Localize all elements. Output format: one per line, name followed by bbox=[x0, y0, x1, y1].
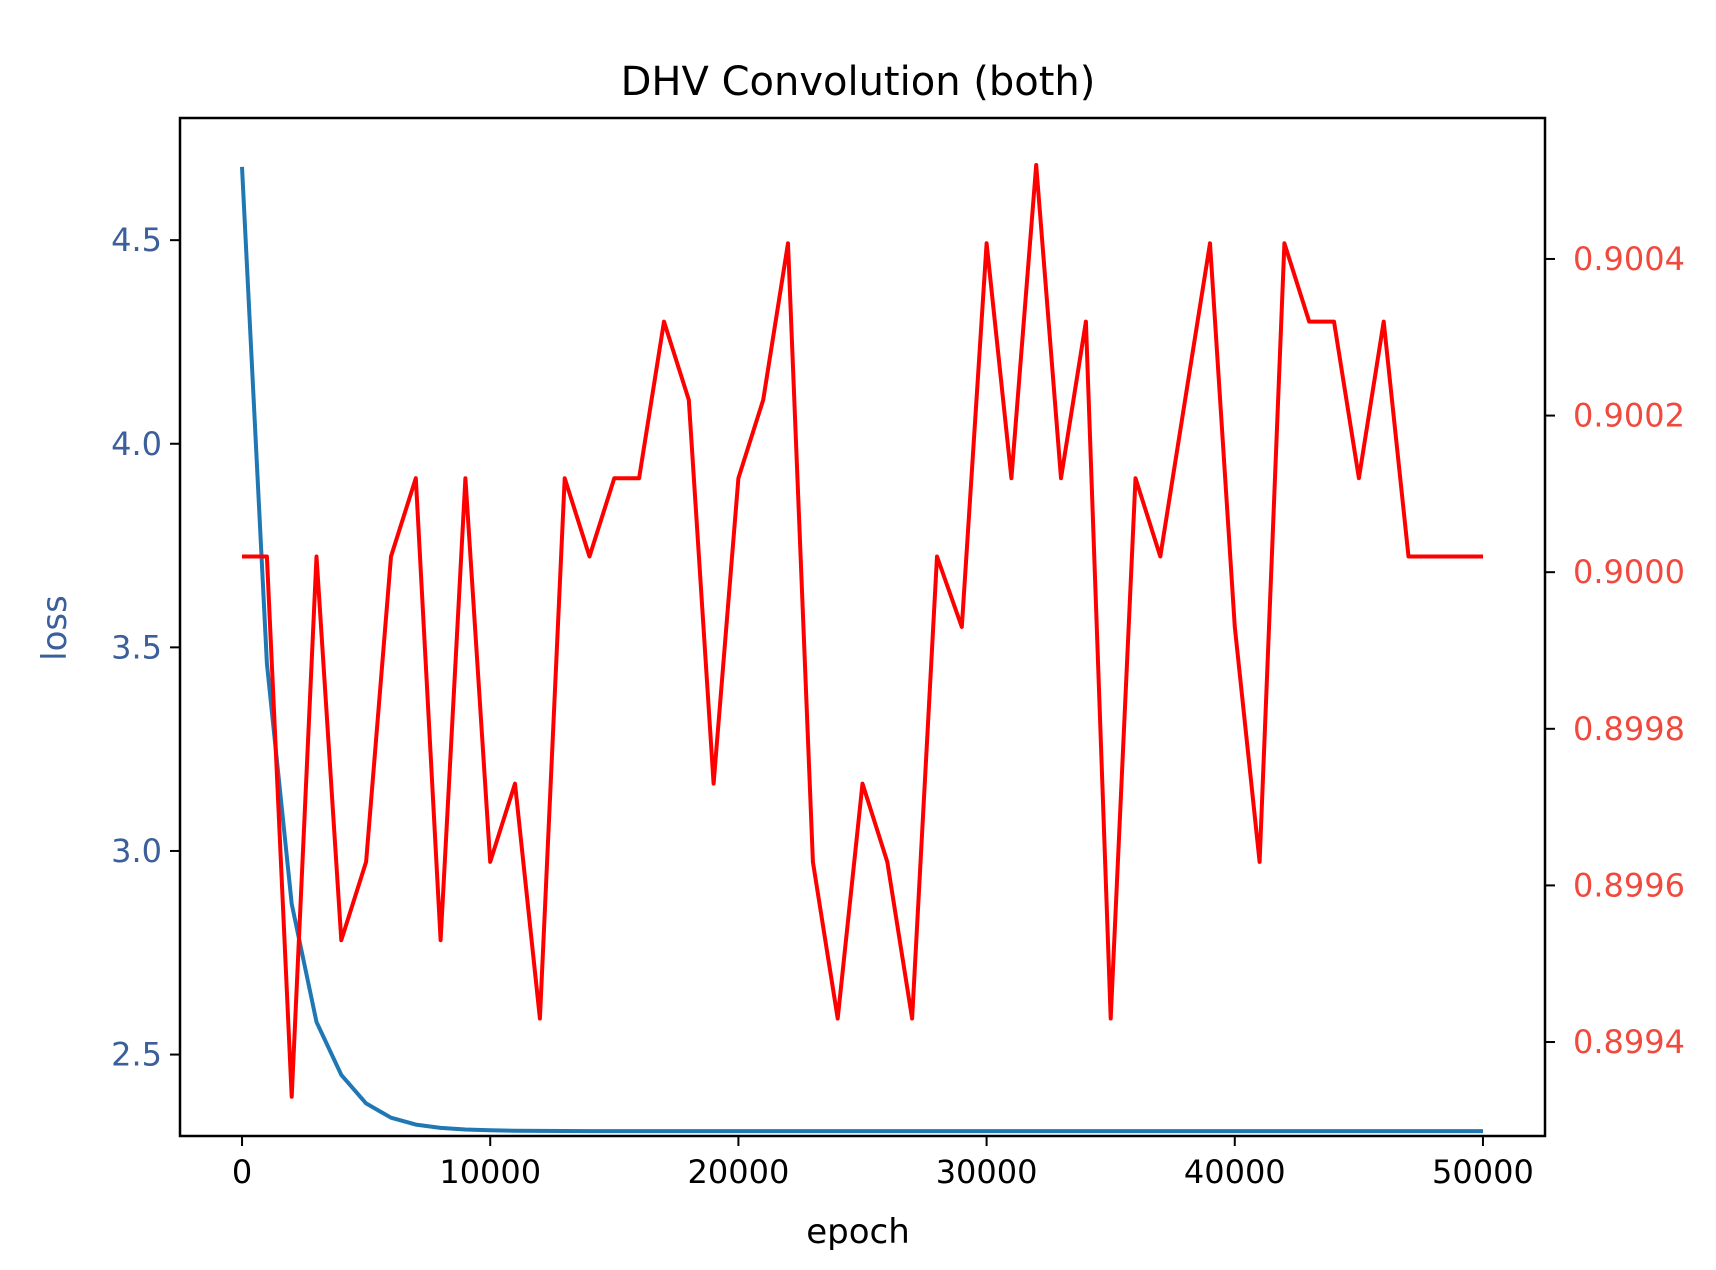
y-left-tick-label: 3.5 bbox=[111, 628, 162, 666]
x-tick-label: 30000 bbox=[936, 1153, 1038, 1191]
x-tick-label: 50000 bbox=[1432, 1153, 1534, 1191]
x-tick-label: 20000 bbox=[688, 1153, 790, 1191]
y-left-tick-label: 2.5 bbox=[111, 1036, 162, 1074]
loss-series-line bbox=[240, 166, 1483, 1134]
y-right-tick-label: 0.8996 bbox=[1573, 866, 1685, 904]
y-right-tick-label: 0.9000 bbox=[1573, 553, 1685, 591]
plot-area: 0 10000 20000 30000 40000 50000 2.5 3.0 3.5 4.0 4.… bbox=[111, 116, 1685, 1191]
accuracy-series-line bbox=[242, 163, 1483, 1099]
x-tick-label: 40000 bbox=[1184, 1153, 1286, 1191]
plot-frame bbox=[178, 116, 1547, 1138]
y-left-tick-label: 4.5 bbox=[111, 221, 162, 259]
y-left-tick-label: 4.0 bbox=[111, 425, 162, 463]
x-tick-label: 10000 bbox=[439, 1153, 541, 1191]
y-right-tick-label: 0.8998 bbox=[1573, 710, 1685, 748]
y-axis-left-label: loss bbox=[35, 595, 75, 661]
x-axis-label: epoch bbox=[806, 1212, 910, 1252]
x-tick-label: 0 bbox=[232, 1153, 252, 1191]
y-left-tick-label: 3.0 bbox=[111, 832, 162, 870]
y-right-tick-label: 0.9002 bbox=[1573, 397, 1685, 435]
y-right-tick-label: 0.9004 bbox=[1573, 240, 1685, 278]
y-right-tick-label: 0.8994 bbox=[1573, 1023, 1685, 1061]
chart-title: DHV Convolution (both) bbox=[621, 59, 1096, 105]
